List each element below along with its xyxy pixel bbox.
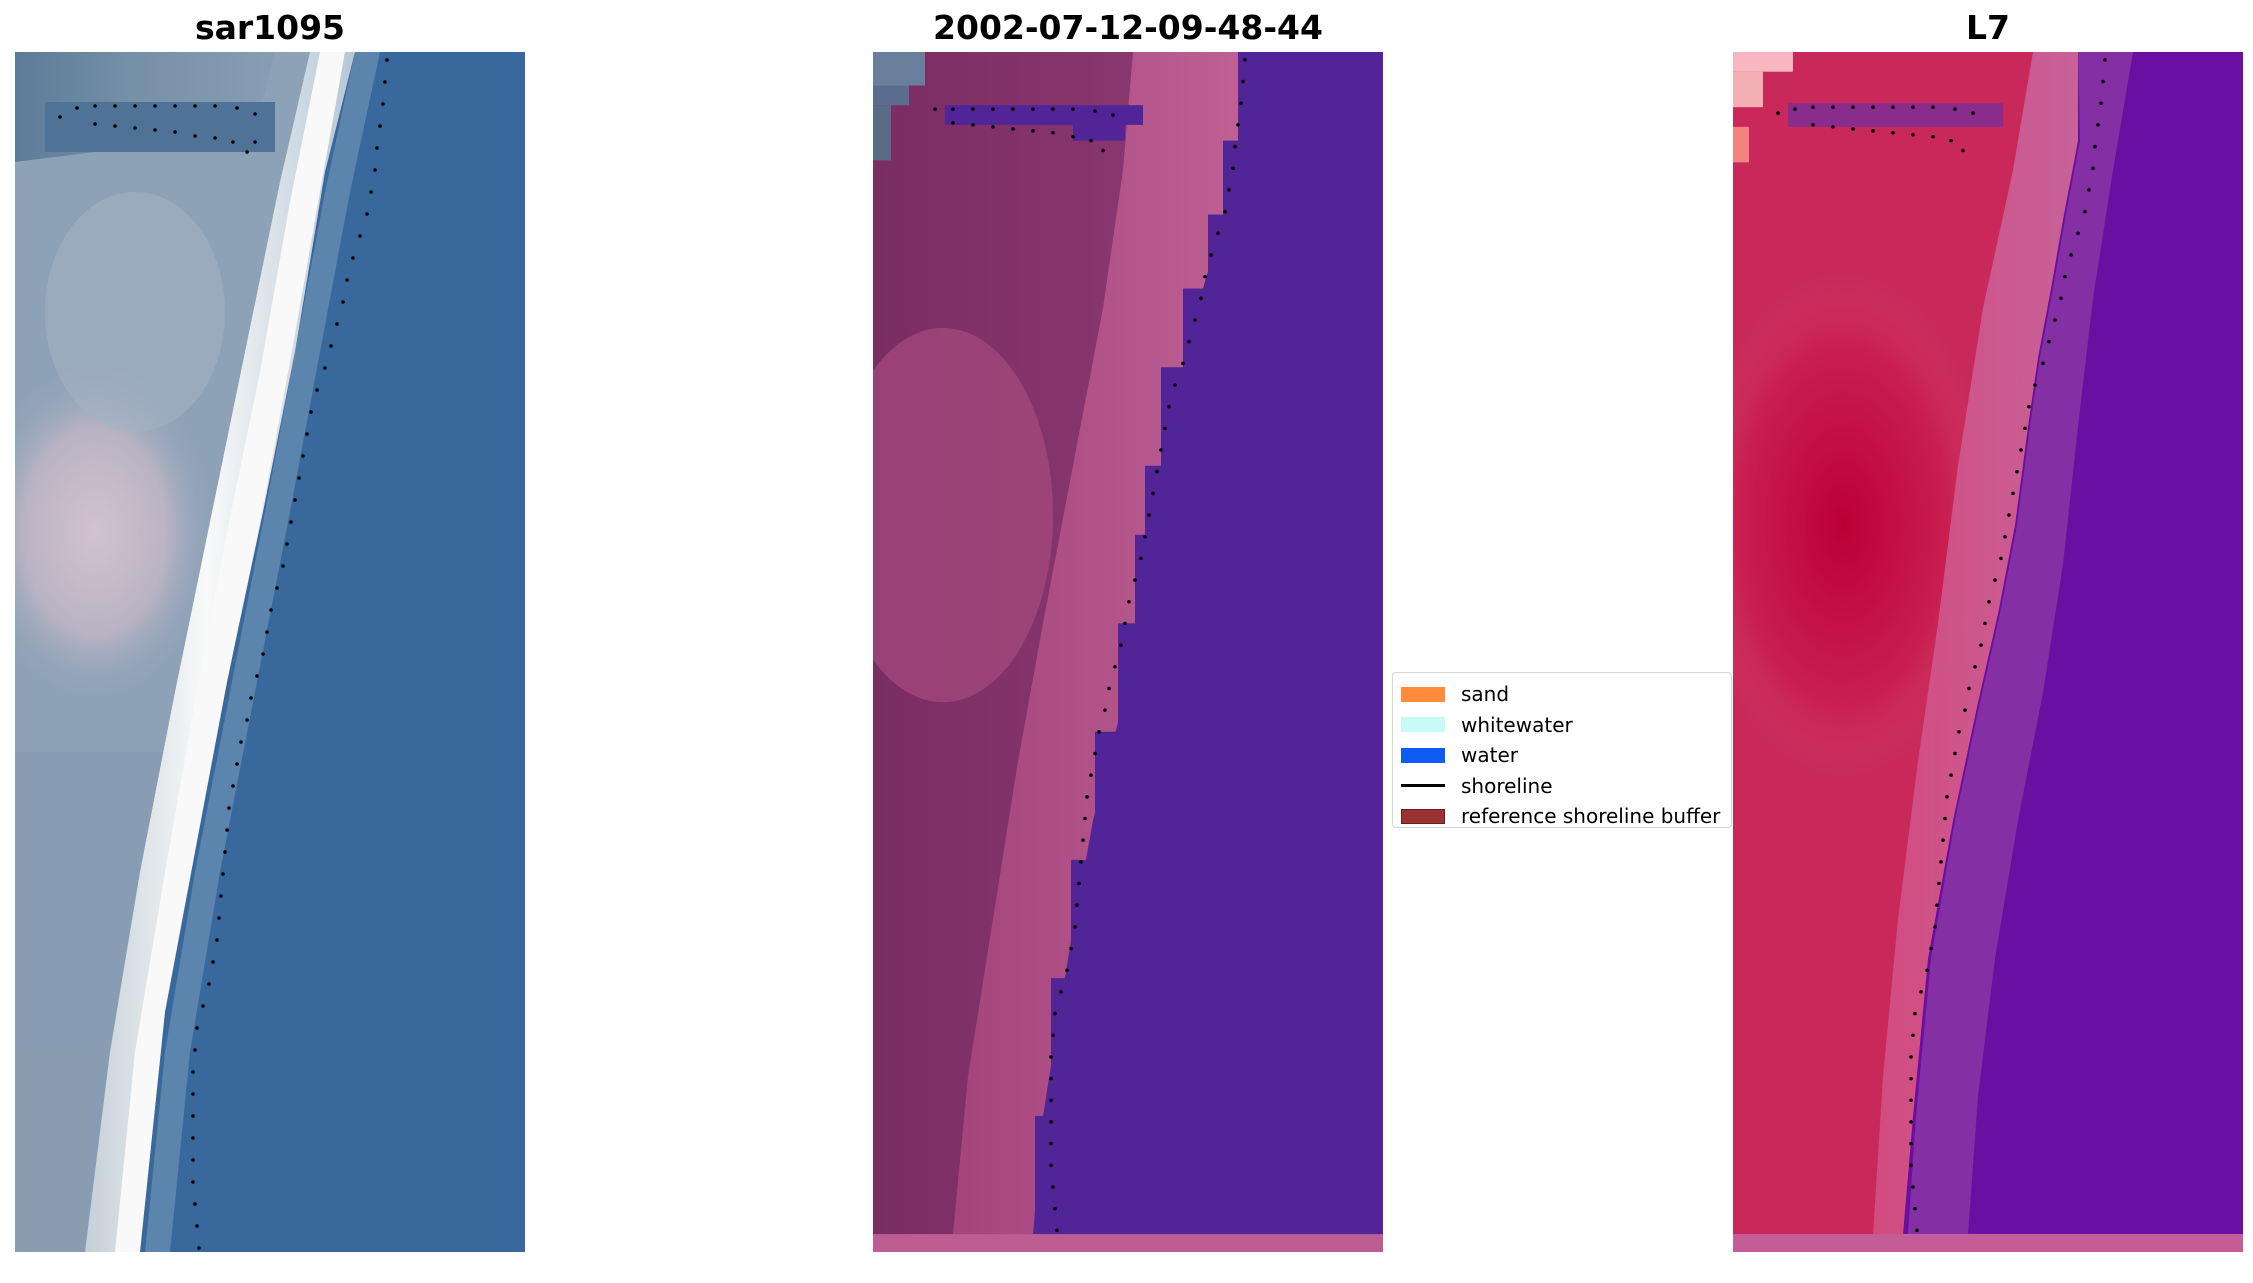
rgb-image-panel bbox=[15, 52, 525, 1252]
shoreline-dots-rgb bbox=[58, 58, 389, 1250]
reference-shoreline-buffer-swatch bbox=[1401, 808, 1445, 824]
panel-title-rgb: sar1095 bbox=[194, 8, 346, 47]
legend-label-reference-shoreline-buffer: reference shoreline buffer bbox=[1461, 804, 1721, 829]
legend-label-sand: sand bbox=[1461, 682, 1510, 707]
legend-label-shoreline: shoreline bbox=[1461, 773, 1553, 798]
sand-swatch bbox=[1401, 686, 1445, 702]
classified-image-panel bbox=[873, 52, 1383, 1270]
panel-title-index: L7 bbox=[1966, 8, 2010, 47]
panel-title-classified: 2002-07-12-09-48-44 bbox=[933, 8, 1323, 47]
legend-label-whitewater: whitewater bbox=[1461, 712, 1573, 737]
index-image bbox=[1733, 52, 2243, 1252]
legend-item-reference-shoreline-buffer: reference shoreline buffer bbox=[1401, 801, 1731, 832]
legend-item-sand: sand bbox=[1401, 679, 1731, 710]
index-image-panel bbox=[1733, 52, 2243, 1270]
water-swatch bbox=[1401, 747, 1445, 763]
legend: sand whitewater water shoreline referenc… bbox=[1392, 672, 1732, 828]
classified-image bbox=[873, 52, 1383, 1252]
legend-item-water: water bbox=[1401, 740, 1731, 771]
shoreline-dots-classified bbox=[933, 58, 1247, 1233]
rgb-image bbox=[15, 52, 525, 1252]
whitewater-swatch bbox=[1401, 717, 1445, 733]
legend-label-water: water bbox=[1461, 743, 1518, 768]
shoreline-dots-index bbox=[1776, 58, 2107, 1233]
shoreline-line-swatch bbox=[1401, 784, 1445, 788]
legend-item-shoreline: shoreline bbox=[1401, 771, 1731, 802]
legend-item-whitewater: whitewater bbox=[1401, 710, 1731, 741]
